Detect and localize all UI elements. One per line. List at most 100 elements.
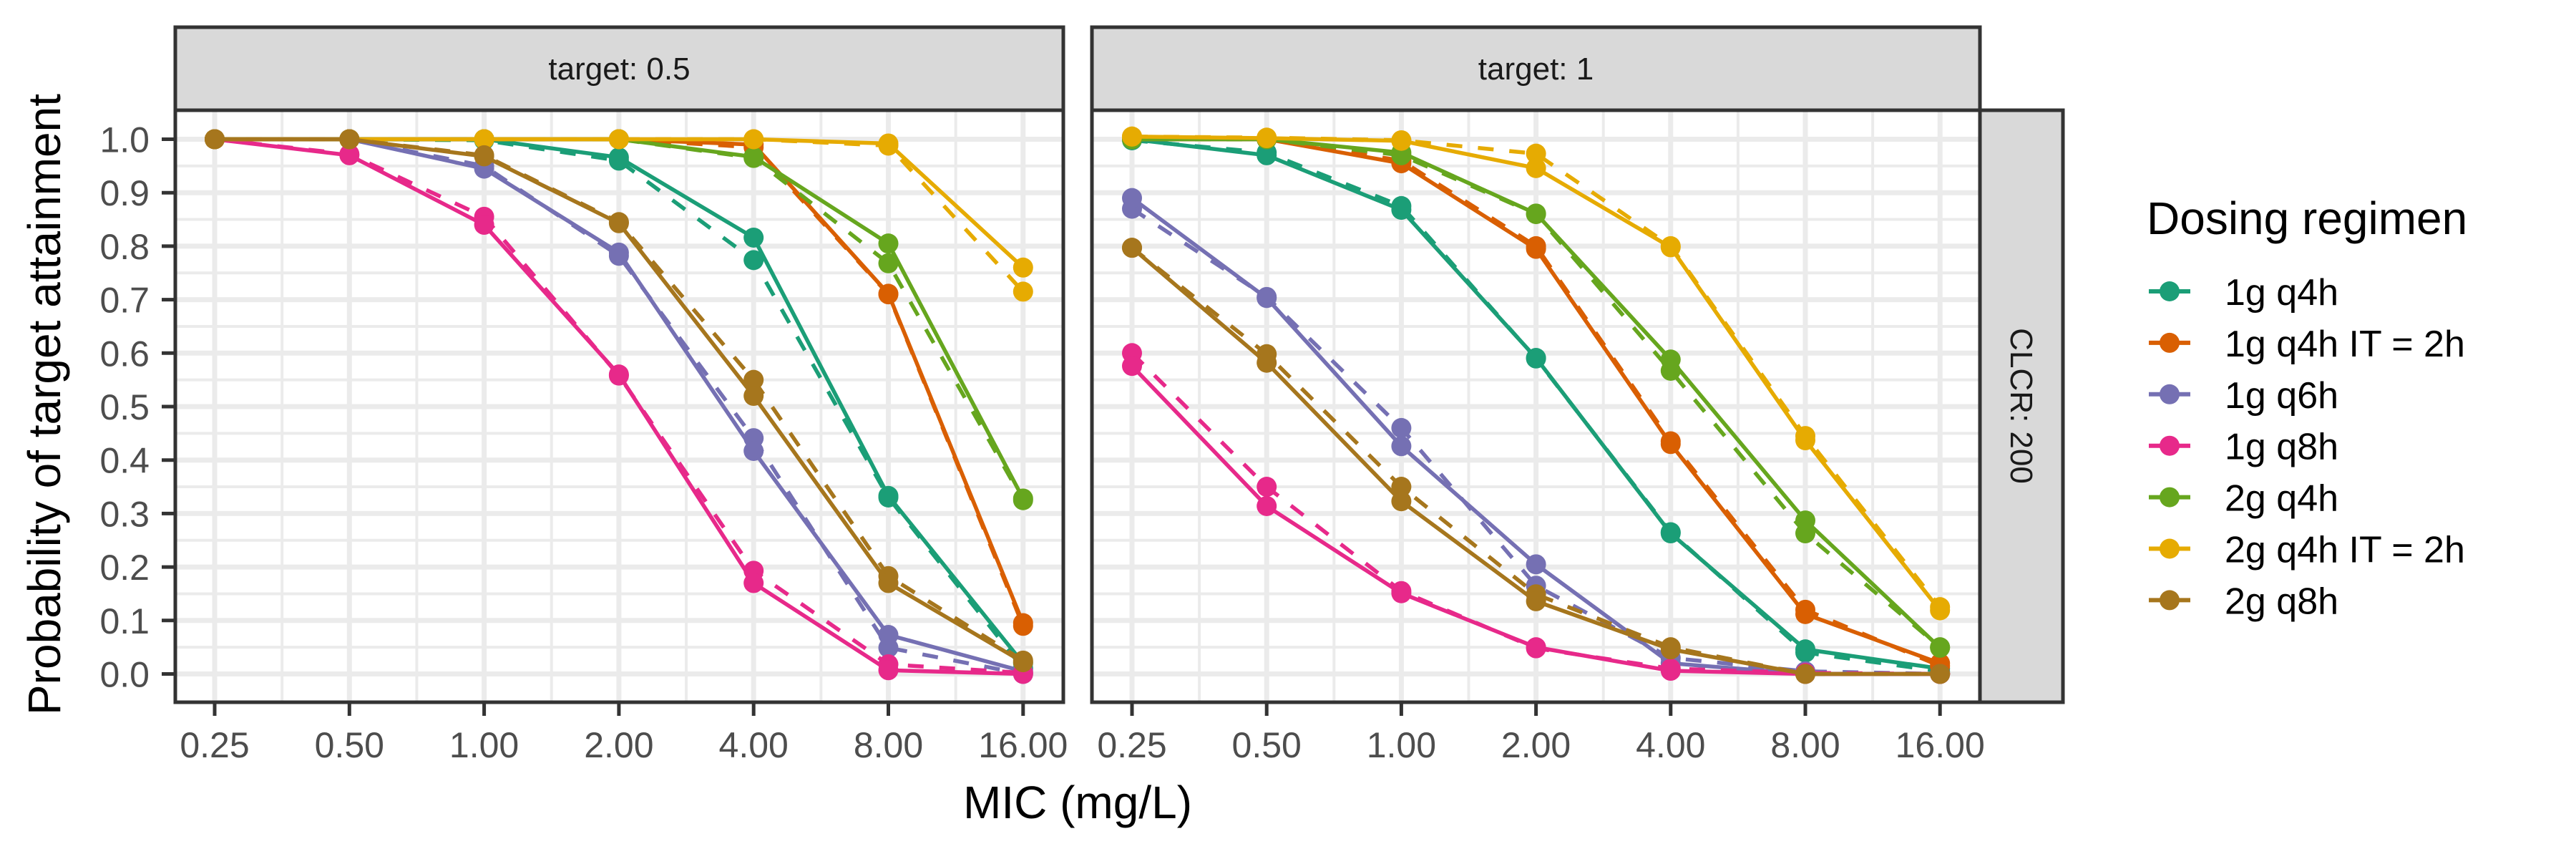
- legend-label: 1g q4h IT = 2h: [2225, 324, 2465, 365]
- data-point: [1391, 477, 1412, 498]
- data-point: [1122, 238, 1142, 258]
- y-tick-label: 0.2: [99, 548, 150, 588]
- legend-label: 1g q6h: [2225, 375, 2338, 417]
- data-point: [1660, 639, 1681, 660]
- legend: Dosing regimen 1g q4h 1g q4h IT = 2h 1g q6…: [2147, 193, 2467, 622]
- legend-item: 2g q8h: [2149, 581, 2338, 622]
- y-axis: 0.0 0.1 0.2 0.3 0.4 0.5 0.6 0.7 0.8 0.9 1.0: [99, 120, 175, 695]
- panel-strip-label: target: 1: [1478, 52, 1594, 87]
- data-point: [1526, 637, 1546, 658]
- row-strip: CLCR: 200: [1978, 108, 2065, 704]
- legend-item: 1g q8h: [2149, 427, 2338, 468]
- data-point: [1391, 491, 1412, 512]
- y-tick-label: 0.9: [99, 173, 150, 213]
- y-tick-label: 0.1: [99, 601, 150, 641]
- legend-key-point: [2160, 435, 2180, 456]
- x-tick-label: 4.00: [719, 725, 789, 765]
- x-tick-label: 1.00: [449, 725, 519, 765]
- data-point: [743, 250, 764, 271]
- data-point: [608, 242, 629, 263]
- data-point: [1795, 664, 1815, 684]
- data-point: [1660, 523, 1681, 544]
- legend-label: 1g q4h: [2225, 272, 2338, 314]
- x-tick-label: 2.00: [1501, 725, 1571, 765]
- data-point: [1795, 603, 1815, 624]
- data-point: [1257, 352, 1277, 373]
- data-point: [1930, 664, 1951, 684]
- data-point: [608, 129, 629, 150]
- panels: target: 0.5 0.25 0.50 1.00 2.00 4.00 8.00 16.00…: [173, 25, 1985, 765]
- data-point: [743, 227, 764, 248]
- legend-item: 1g q6h: [2149, 375, 2338, 417]
- data-point: [743, 369, 764, 390]
- x-tick-label: 1.00: [1367, 725, 1436, 765]
- data-point: [1660, 237, 1681, 258]
- data-point: [608, 364, 629, 385]
- data-point: [1795, 639, 1815, 660]
- data-point: [743, 386, 764, 407]
- legend-key-point: [2160, 590, 2180, 611]
- legend-label: 1g q8h: [2225, 427, 2338, 468]
- data-point: [1526, 554, 1546, 575]
- legend-item: 2g q4h: [2149, 478, 2338, 520]
- data-point: [1526, 348, 1546, 369]
- data-point: [608, 213, 629, 233]
- panel-1: target: 0.5 0.25 0.50 1.00 2.00 4.00 8.00 16.00: [173, 25, 1068, 765]
- data-point: [1122, 188, 1142, 208]
- data-point: [1930, 637, 1951, 658]
- data-point: [1795, 430, 1815, 451]
- data-point: [1930, 600, 1951, 621]
- panel-strip: [1090, 25, 1982, 112]
- data-point: [1391, 200, 1412, 220]
- data-point: [743, 573, 764, 593]
- x-tick-label: 8.00: [854, 725, 923, 765]
- legend-label: 2g q4h: [2225, 478, 2338, 520]
- y-tick-label: 0.0: [99, 655, 150, 695]
- x-tick-label: 0.50: [315, 725, 384, 765]
- x-tick-label: 16.00: [1896, 725, 1985, 765]
- data-point: [878, 253, 899, 273]
- series-2g-q4h-it-2h: [1122, 126, 1951, 621]
- data-point: [1391, 130, 1412, 151]
- x-axis-title: MIC (mg/L): [963, 777, 1192, 828]
- data-point: [743, 441, 764, 462]
- data-point: [1257, 288, 1277, 309]
- data-point: [1526, 157, 1546, 178]
- legend-item: 1g q4h: [2149, 272, 2338, 314]
- data-point: [878, 624, 899, 645]
- legend-key-point: [2160, 487, 2180, 508]
- data-point: [474, 129, 494, 150]
- y-tick-label: 0.8: [99, 227, 150, 267]
- data-point: [743, 147, 764, 168]
- data-point: [878, 485, 899, 506]
- legend-key-point: [2160, 538, 2180, 559]
- y-tick-label: 1.0: [99, 120, 150, 160]
- data-point: [878, 233, 899, 254]
- data-point: [474, 215, 494, 236]
- data-point: [743, 129, 764, 150]
- row-strip-label: CLCR: 200: [2004, 328, 2039, 484]
- data-point: [1526, 591, 1546, 611]
- data-point: [1122, 126, 1142, 147]
- data-point: [1526, 238, 1546, 259]
- panel-strip: [173, 25, 1065, 112]
- legend-item: 2g q4h IT = 2h: [2149, 530, 2465, 571]
- x-tick-label: 0.25: [1097, 725, 1166, 765]
- x-tick-label: 16.00: [978, 725, 1068, 765]
- data-point: [1660, 349, 1681, 370]
- x-tick-label: 0.50: [1232, 725, 1302, 765]
- legend-key-point: [2160, 281, 2180, 301]
- data-point: [1013, 652, 1033, 673]
- y-tick-label: 0.3: [99, 494, 150, 534]
- data-point: [1257, 128, 1277, 149]
- data-point: [1257, 145, 1277, 165]
- data-point: [1526, 203, 1546, 224]
- data-point: [1391, 436, 1412, 457]
- data-point: [1013, 488, 1033, 509]
- data-point: [878, 573, 899, 593]
- panel-2: target: 1 0.25 0.50 1.00 2.00 4.00 8.00 16.00: [1090, 25, 1985, 765]
- legend-label: 2g q4h IT = 2h: [2225, 530, 2465, 571]
- data-point: [1660, 661, 1681, 681]
- legend-key-point: [2160, 384, 2180, 404]
